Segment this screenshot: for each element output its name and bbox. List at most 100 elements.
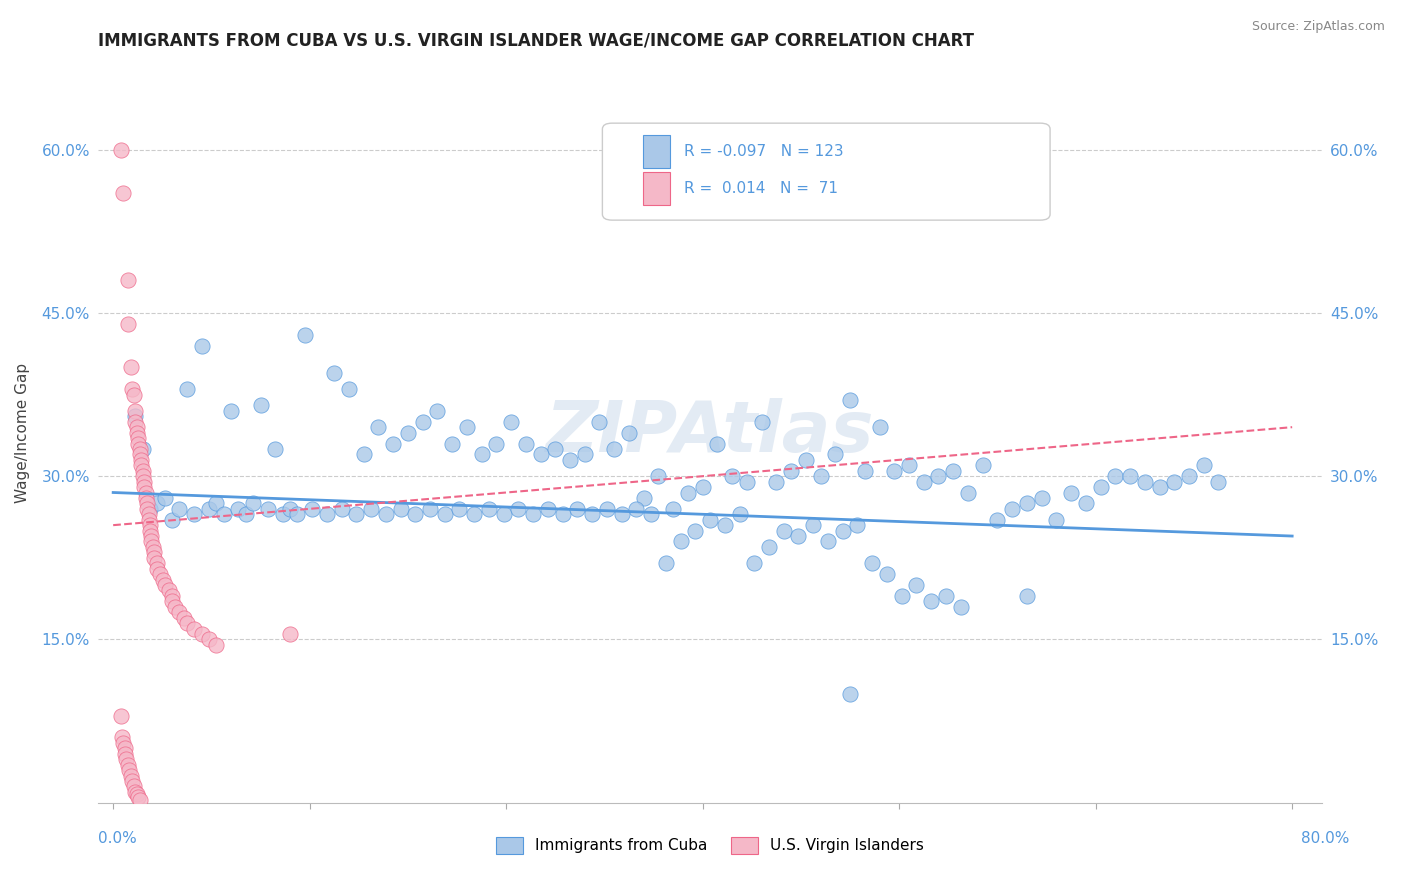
Point	[131, 464, 153, 478]
Point	[146, 496, 169, 510]
Point	[118, 763, 141, 777]
Point	[610, 508, 633, 522]
Point	[419, 501, 441, 516]
Point	[127, 431, 149, 445]
Point	[713, 518, 735, 533]
Point	[839, 687, 862, 701]
Point	[117, 273, 139, 287]
Point	[235, 508, 257, 522]
Text: R = -0.097   N = 123: R = -0.097 N = 123	[685, 144, 844, 159]
Point	[449, 501, 471, 516]
Point	[124, 409, 146, 424]
Point	[190, 627, 212, 641]
Point	[138, 508, 160, 522]
Point	[1074, 496, 1097, 510]
Point	[228, 501, 250, 516]
Point	[143, 545, 166, 559]
Point	[219, 404, 242, 418]
Point	[676, 485, 699, 500]
Point	[121, 774, 143, 789]
Point	[160, 513, 183, 527]
Point	[794, 453, 817, 467]
Point	[132, 480, 155, 494]
Legend: Immigrants from Cuba, U.S. Virgin Islanders: Immigrants from Cuba, U.S. Virgin Island…	[488, 829, 932, 862]
Point	[1192, 458, 1215, 473]
Text: R =  0.014   N =  71: R = 0.014 N = 71	[685, 181, 838, 196]
Point	[1208, 475, 1230, 489]
Point	[846, 518, 869, 533]
Point	[152, 573, 174, 587]
Point	[860, 556, 883, 570]
Point	[869, 420, 891, 434]
Point	[1001, 501, 1024, 516]
Point	[986, 513, 1008, 527]
Point	[935, 589, 957, 603]
Point	[396, 425, 419, 440]
Point	[110, 143, 132, 157]
Point	[136, 496, 159, 510]
Point	[360, 501, 382, 516]
Text: ZIPAtlas: ZIPAtlas	[546, 398, 875, 467]
Point	[287, 508, 309, 522]
FancyBboxPatch shape	[602, 123, 1050, 220]
Point	[441, 436, 464, 450]
Point	[294, 327, 316, 342]
Point	[112, 736, 135, 750]
Point	[135, 491, 157, 505]
Point	[633, 491, 655, 505]
Point	[117, 757, 139, 772]
Point	[129, 458, 152, 473]
Point	[810, 469, 832, 483]
Point	[558, 453, 581, 467]
Point	[264, 442, 287, 456]
Point	[655, 556, 678, 570]
Point	[920, 594, 942, 608]
Point	[249, 398, 271, 412]
Text: 0.0%: 0.0%	[98, 831, 138, 846]
Point	[389, 501, 412, 516]
Point	[183, 508, 205, 522]
Point	[499, 415, 522, 429]
Point	[456, 420, 478, 434]
Point	[141, 529, 163, 543]
Point	[426, 404, 449, 418]
Point	[898, 458, 921, 473]
Point	[780, 464, 803, 478]
Point	[758, 540, 780, 554]
Point	[728, 508, 751, 522]
Bar	[643, 135, 669, 168]
Point	[1119, 469, 1142, 483]
Point	[824, 447, 846, 461]
Point	[617, 425, 640, 440]
Point	[1045, 513, 1067, 527]
Point	[115, 752, 138, 766]
Point	[160, 594, 183, 608]
Point	[136, 501, 159, 516]
Point	[839, 392, 862, 407]
Point	[492, 508, 515, 522]
Point	[157, 583, 180, 598]
Point	[124, 415, 146, 429]
Point	[801, 518, 824, 533]
Point	[111, 731, 134, 745]
Point	[772, 524, 794, 538]
Point	[125, 425, 148, 440]
Point	[169, 501, 191, 516]
Point	[205, 638, 228, 652]
Point	[367, 420, 389, 434]
Point	[853, 464, 876, 478]
Point	[942, 464, 965, 478]
Point	[149, 567, 172, 582]
Point	[114, 741, 136, 756]
Point	[463, 508, 485, 522]
Point	[278, 627, 301, 641]
Point	[588, 415, 610, 429]
Point	[972, 458, 994, 473]
Point	[146, 562, 169, 576]
Point	[1104, 469, 1126, 483]
Point	[169, 605, 191, 619]
Point	[706, 436, 728, 450]
Point	[685, 524, 707, 538]
Point	[122, 780, 145, 794]
Point	[242, 496, 264, 510]
